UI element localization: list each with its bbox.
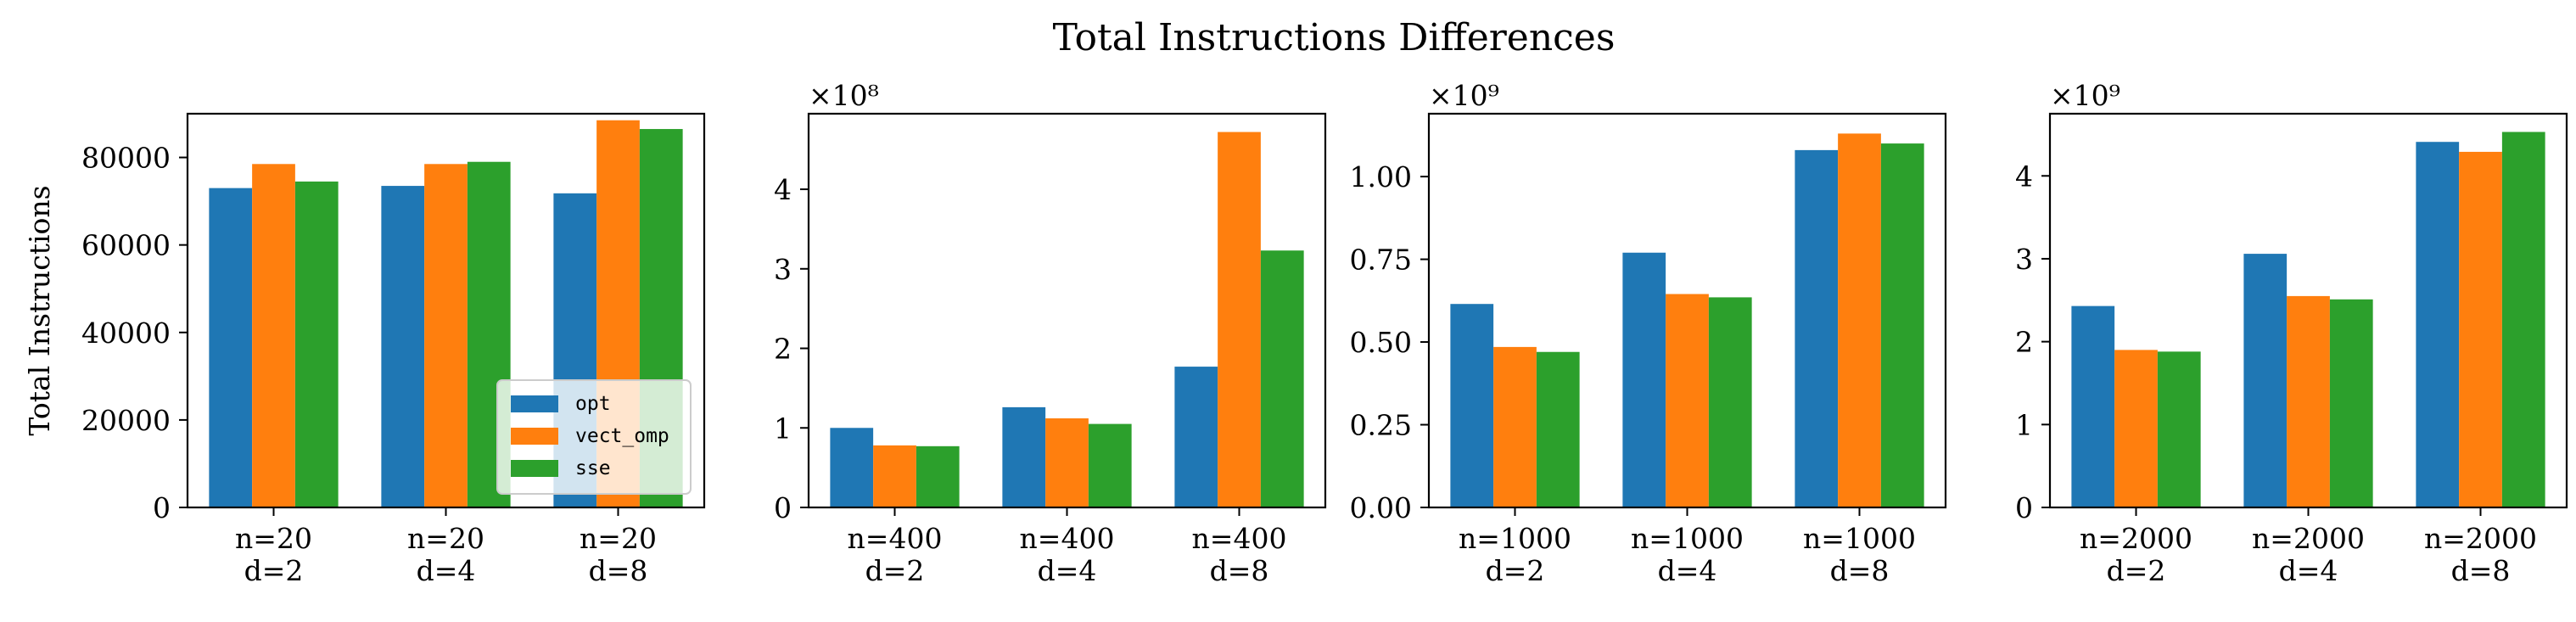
bar-opt-1 xyxy=(209,188,253,507)
bar-vect-omp-2 xyxy=(1045,418,1089,507)
x-tick-label-n: n=2000 xyxy=(2080,522,2192,555)
bar-opt-1 xyxy=(2071,305,2115,507)
bar-vect-omp-2 xyxy=(1666,294,1709,507)
bar-sse-1 xyxy=(916,445,960,507)
chart-panels: optvect_ompsse020000400006000080000n=20d… xyxy=(23,79,2568,587)
bar-opt-2 xyxy=(381,186,425,507)
bar-sse-1 xyxy=(1536,351,1580,507)
x-tick-label-n: n=400 xyxy=(1020,522,1115,555)
x-tick-label-n: n=2000 xyxy=(2252,522,2365,555)
legend-label-sse: sse xyxy=(575,457,611,479)
bar-opt-1 xyxy=(1450,304,1494,507)
y-tick-label: 3 xyxy=(774,253,792,286)
y-tick-label: 2 xyxy=(774,333,792,366)
bar-vect-omp-3 xyxy=(2459,151,2502,507)
x-tick-label-n: n=20 xyxy=(235,522,312,555)
x-tick-label-d: d=2 xyxy=(1486,554,1545,587)
bar-vect-omp-2 xyxy=(424,164,468,508)
bar-vect-omp-1 xyxy=(873,445,916,507)
x-tick-label-n: n=1000 xyxy=(1803,522,1916,555)
scale-multiplier-label: ×10⁹ xyxy=(2050,79,2120,112)
y-tick-label: 0.25 xyxy=(1350,409,1412,442)
x-tick-label-d: d=4 xyxy=(1038,554,1097,587)
scale-multiplier-label: ×10⁹ xyxy=(1429,79,1499,112)
bar-sse-1 xyxy=(294,181,339,507)
bar-vect-omp-2 xyxy=(2287,295,2330,507)
x-tick-label-d: d=2 xyxy=(2107,554,2166,587)
bar-sse-3 xyxy=(1880,143,1924,507)
x-tick-label-d: d=8 xyxy=(1210,554,1269,587)
bar-vect-omp-1 xyxy=(1493,346,1537,507)
y-tick-label: 40000 xyxy=(81,317,171,350)
bar-vect-omp-3 xyxy=(1218,132,1261,507)
y-tick-label: 0.75 xyxy=(1350,244,1412,277)
bar-sse-2 xyxy=(2329,299,2373,507)
x-tick-label-n: n=1000 xyxy=(1459,522,1571,555)
y-tick-label: 1 xyxy=(774,412,792,445)
y-tick-label: 1 xyxy=(2015,408,2033,441)
legend-label-vect-omp: vect_omp xyxy=(575,425,669,447)
y-tick-label: 4 xyxy=(774,173,792,206)
y-tick-label: 0 xyxy=(774,491,792,524)
x-tick-label-d: d=4 xyxy=(1658,554,1717,587)
bar-opt-3 xyxy=(1795,149,1839,507)
y-tick-label: 20000 xyxy=(81,404,171,437)
bar-opt-1 xyxy=(830,428,874,507)
x-tick-label-d: d=8 xyxy=(1830,554,1890,587)
bar-sse-2 xyxy=(1708,297,1752,507)
x-tick-label-d: d=2 xyxy=(865,554,925,587)
x-tick-label-n: n=400 xyxy=(848,522,943,555)
y-tick-label: 80000 xyxy=(81,142,171,175)
bar-vect-omp-1 xyxy=(2114,350,2158,507)
x-tick-label-n: n=20 xyxy=(407,522,484,555)
figure-title: Total Instructions Differences xyxy=(1053,16,1616,59)
legend-swatch-vect-omp xyxy=(511,428,558,445)
y-tick-label: 0.50 xyxy=(1350,326,1412,359)
legend-swatch-sse xyxy=(511,460,558,477)
x-tick-label-d: d=8 xyxy=(589,554,648,587)
x-tick-label-n: n=1000 xyxy=(1631,522,1744,555)
x-tick-label-n: n=2000 xyxy=(2424,522,2537,555)
chart-panel-1: optvect_ompsse020000400006000080000n=20d… xyxy=(23,112,706,587)
y-tick-label: 0 xyxy=(153,491,171,524)
y-tick-label: 4 xyxy=(2015,160,2033,193)
y-tick-label: 60000 xyxy=(81,229,171,262)
x-tick-label-d: d=8 xyxy=(2451,554,2511,587)
bar-sse-2 xyxy=(1088,423,1132,507)
bar-vect-omp-1 xyxy=(252,164,295,508)
bar-opt-3 xyxy=(1174,367,1218,507)
bar-opt-2 xyxy=(1002,406,1046,507)
scale-multiplier-label: ×10⁸ xyxy=(809,79,879,112)
x-tick-label-d: d=2 xyxy=(244,554,304,587)
y-tick-label: 3 xyxy=(2015,243,2033,276)
y-tick-label: 2 xyxy=(2015,326,2033,359)
bar-sse-1 xyxy=(2157,351,2201,507)
y-tick-label: 0 xyxy=(2015,491,2033,524)
x-tick-label-d: d=4 xyxy=(417,554,476,587)
bar-vect-omp-3 xyxy=(1838,133,1881,507)
legend-swatch-opt xyxy=(511,395,558,412)
y-axis-label: Total Instructions xyxy=(23,185,56,435)
y-tick-label: 1.00 xyxy=(1350,160,1412,193)
bar-sse-3 xyxy=(2501,132,2545,508)
bar-sse-3 xyxy=(1260,250,1304,507)
legend-label-opt: opt xyxy=(575,393,611,415)
x-tick-label-n: n=400 xyxy=(1192,522,1287,555)
bar-opt-2 xyxy=(2243,254,2288,507)
bar-opt-2 xyxy=(1622,252,1666,507)
chart-panel-3: 0.000.250.500.751.00n=1000d=2n=1000d=4n=… xyxy=(1350,79,1947,587)
bar-opt-3 xyxy=(2416,142,2460,507)
x-tick-label-n: n=20 xyxy=(580,522,657,555)
y-tick-label: 0.00 xyxy=(1350,491,1412,524)
x-tick-label-d: d=4 xyxy=(2279,554,2338,587)
